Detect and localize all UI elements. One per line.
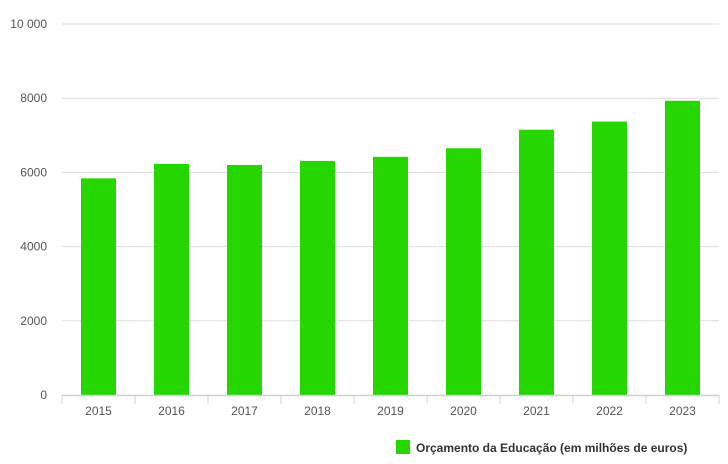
legend[interactable]: Orçamento da Educação (em milhões de eur… <box>396 440 687 455</box>
x-tick-label-2019: 2019 <box>377 404 404 418</box>
y-tick-label-6000: 6000 <box>20 165 47 179</box>
bars <box>81 100 700 396</box>
bar-2023[interactable] <box>665 100 700 395</box>
bar-2018[interactable] <box>300 160 335 395</box>
bar-2021[interactable] <box>519 129 554 396</box>
x-tick-label-2020: 2020 <box>450 404 477 418</box>
legend-label: Orçamento da Educação (em milhões de eur… <box>416 441 687 455</box>
y-tick-label-10000: 10 000 <box>10 17 47 31</box>
bar-2017[interactable] <box>227 164 262 395</box>
x-tick-label-2015: 2015 <box>85 404 112 418</box>
y-tick-label-0: 0 <box>40 388 47 402</box>
x-tick-label-2016: 2016 <box>158 404 185 418</box>
x-tick-label-2023: 2023 <box>669 404 696 418</box>
x-axis-tick-labels: 2015 2016 2017 2018 2019 2020 2021 2022 2023 <box>85 404 696 418</box>
x-tick-label-2022: 2022 <box>596 404 623 418</box>
bar-2015[interactable] <box>81 178 116 395</box>
y-axis-tick-labels: 0 2000 4000 6000 8000 10 000 <box>10 17 47 402</box>
y-tick-label-8000: 8000 <box>20 91 47 105</box>
bar-2020[interactable] <box>446 148 481 395</box>
bar-2019[interactable] <box>373 156 408 395</box>
legend-swatch <box>396 440 410 454</box>
x-tick-label-2021: 2021 <box>523 404 550 418</box>
bar-2022[interactable] <box>592 121 627 395</box>
y-tick-label-2000: 2000 <box>20 314 47 328</box>
y-tick-label-4000: 4000 <box>20 240 47 254</box>
bar-2016[interactable] <box>154 163 189 395</box>
x-axis <box>61 394 720 404</box>
x-tick-label-2017: 2017 <box>231 404 258 418</box>
x-tick-label-2018: 2018 <box>304 404 331 418</box>
